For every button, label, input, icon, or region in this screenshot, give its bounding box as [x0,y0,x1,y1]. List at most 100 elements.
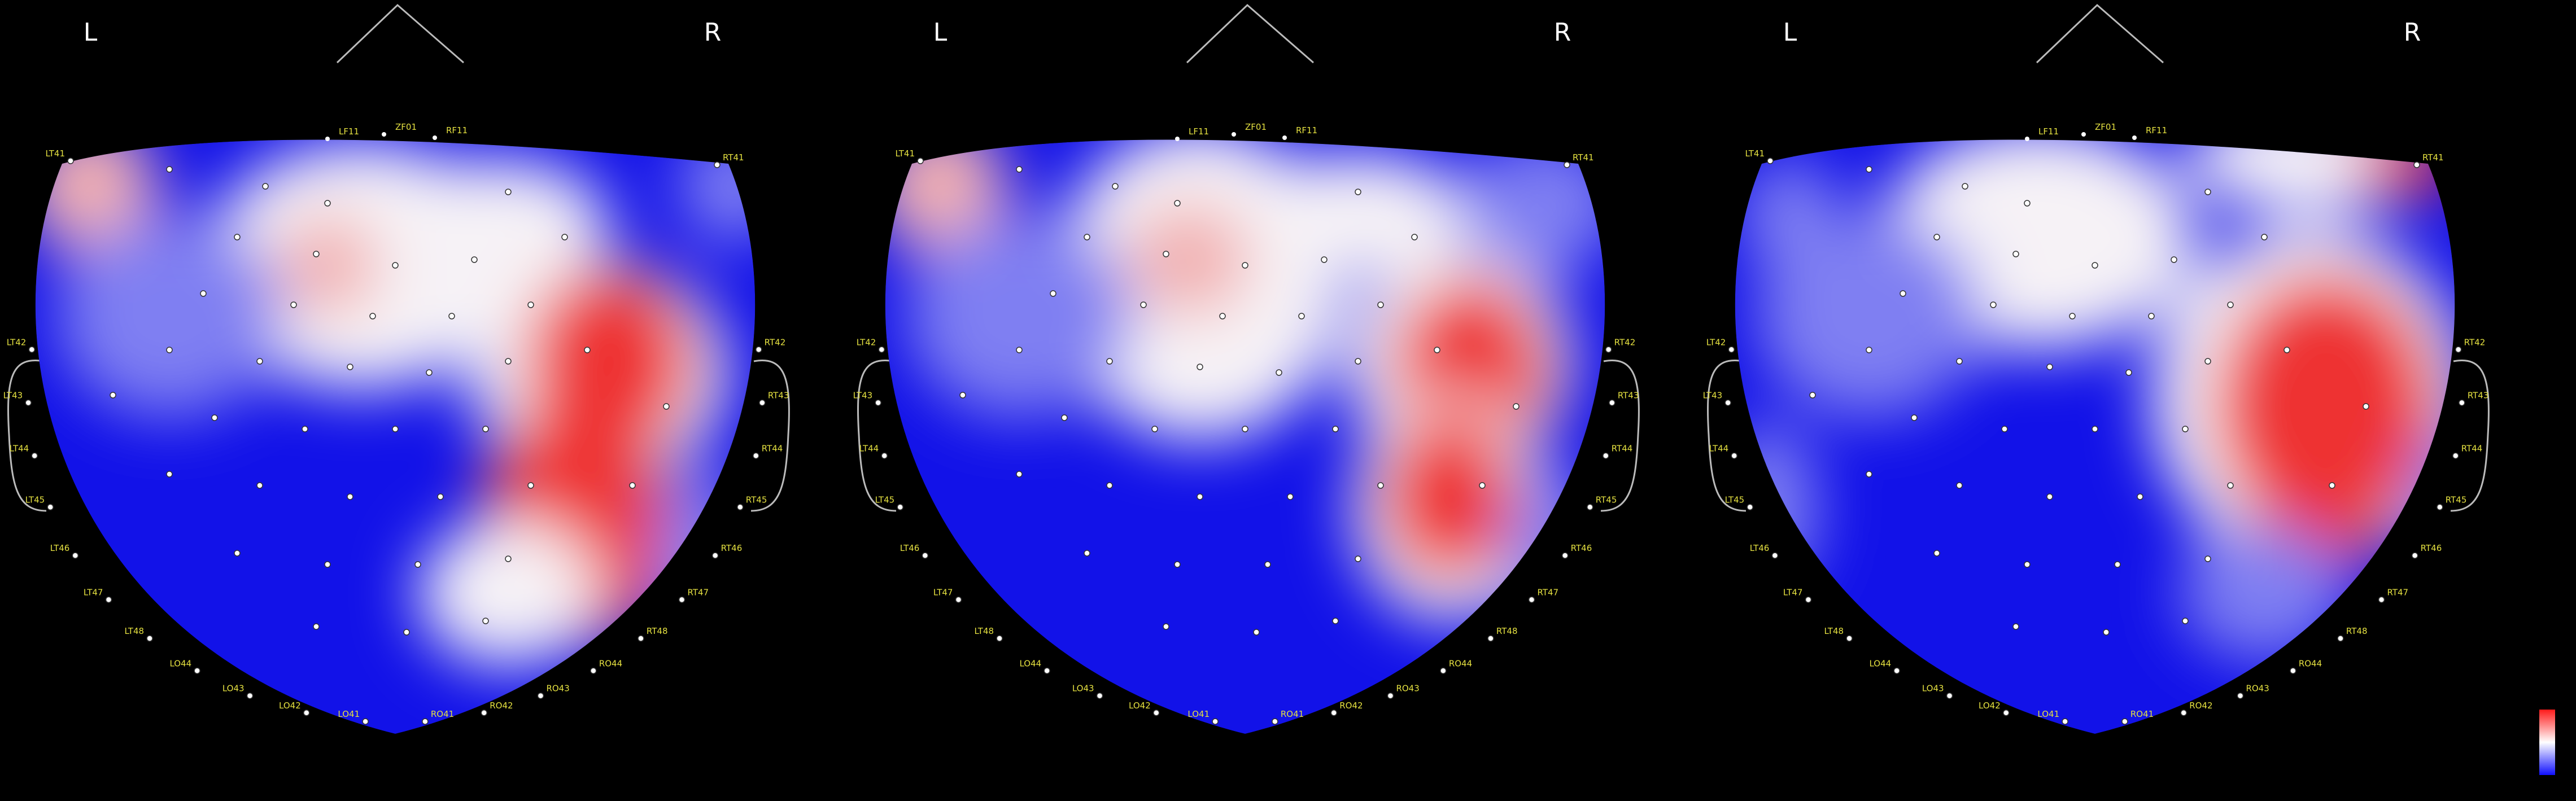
sensor-label: RO43 [1396,684,1419,694]
sensor-label: RT46 [1571,543,1592,553]
sensor-dot [1321,256,1328,263]
sensor-dot [2284,347,2290,353]
sensor-dot [146,635,153,642]
sensor-dot [422,718,429,725]
sensor-dot [1112,183,1119,190]
sensor-dot [1487,635,1494,642]
sensor-label: LO42 [1129,701,1151,711]
sensor-label: LT44 [1709,443,1729,453]
sensor-dot [1440,667,1447,675]
field-blob [56,215,282,418]
nose [336,3,464,64]
sensor-dot [1747,504,1753,511]
sensor-dot [200,290,207,297]
sensor-label: RT48 [1496,626,1518,636]
sensor-dot [737,504,744,511]
sensor-dot [194,667,200,675]
sensor-dot [2114,561,2121,568]
sensor-dot [1016,347,1023,353]
sensor-dot [482,618,489,624]
sensor-label: RT43 [2468,390,2489,400]
sensor-dot [234,234,241,240]
sensor-dot [1298,313,1305,319]
sensor-dot [2003,710,2010,716]
sensor-dot [1900,290,1906,297]
field-blob [2180,525,2349,660]
sensor-dot [2062,718,2068,725]
sensor-dot [755,346,762,353]
sensor-label: LT43 [3,390,23,400]
sensor-label: RT45 [2446,494,2467,505]
sensor-dot [2103,629,2110,636]
color-bar [2539,710,2555,775]
sensor-label: RF11 [446,125,468,135]
sensor-label: LT41 [1745,148,1765,159]
sensor-dot [1767,157,1774,164]
sensor-dot [2012,623,2019,630]
sensor-dot [1106,482,1113,489]
sensor-dot [414,561,421,568]
sensor-dot [1387,692,1394,699]
sensor-label: RT43 [1618,390,1639,400]
sensor-dot [505,358,512,365]
sensor-label: RT47 [688,587,709,597]
sensor-dot [1197,493,1203,500]
sensor-dot [1771,552,1779,559]
sensor-label: LT42 [857,337,876,347]
sensor-label: LT46 [1750,543,1770,553]
sensor-label: RO43 [546,684,569,694]
right-ear [2450,360,2490,512]
sensor-dot [875,399,881,406]
sensor-label: RO44 [599,658,622,668]
sensor-dot [1434,347,1440,353]
sensor-label: LF11 [1189,126,1209,137]
field-map [885,139,1605,734]
sensor-dot [234,550,241,557]
sensor-dot [2452,452,2459,459]
sensor-dot [1151,426,1158,432]
sensor-dot [290,301,297,308]
sensor-dot [2046,493,2053,500]
sensor-dot [2363,403,2369,410]
sensor-dot [1962,183,1968,190]
sensor-label: RT44 [2461,443,2483,453]
sensor-dot [448,313,455,319]
sensor-label: LT47 [84,587,103,597]
sensor-dot [1272,718,1278,725]
sensor-dot [324,200,331,207]
sensor-dot [1163,251,1169,257]
sensor-label: LO44 [169,658,191,668]
sensor-dot [1332,618,1339,624]
sensor-dot [1276,369,1282,376]
sensor-dot [2227,482,2234,489]
sensor-dot [47,504,54,511]
sensor-dot [561,234,568,240]
sensor-dot [2261,234,2268,240]
sensor-label: LT46 [50,543,70,553]
sensor-dot [1609,399,1616,406]
sensor-dot [302,426,308,432]
sensor-dot [313,251,320,257]
left-ear [7,360,47,512]
sensor-dot [1846,635,1853,642]
sensor-dot [629,482,636,489]
sensor-label: RT45 [746,494,767,505]
nose [1186,3,1314,64]
sensor-dot [211,414,218,421]
sensor-dot [1242,262,1248,269]
sensor-dot [1728,346,1735,353]
sensor-label: RT44 [762,443,783,453]
sensor-dot [166,166,173,173]
sensor-label: LO43 [1072,684,1094,694]
sensor-label: RT46 [721,543,743,553]
right-ear [750,360,790,512]
sensor-dot [678,596,686,603]
sensor-dot [1513,403,1520,410]
sensor-label: LO43 [1922,684,1944,694]
sensor-dot [1175,137,1180,141]
sensor-label: LO43 [222,684,244,694]
sensor-dot [403,629,410,636]
sensor-label: LT43 [1703,390,1723,400]
sensor-dot [303,710,310,716]
sensor-dot [1866,347,1872,353]
